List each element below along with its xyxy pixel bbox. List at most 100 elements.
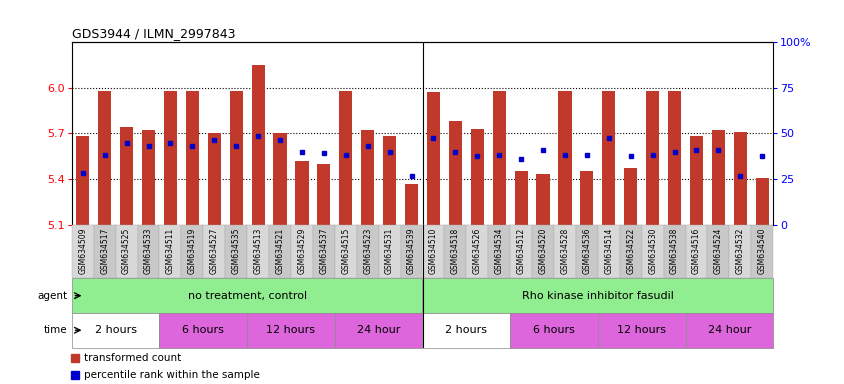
Text: GSM634521: GSM634521 — [275, 227, 284, 273]
Bar — [382, 136, 396, 225]
Bar — [422, 278, 772, 313]
Bar — [750, 225, 772, 278]
Bar — [422, 313, 510, 348]
Text: time: time — [44, 325, 68, 335]
Bar — [755, 177, 768, 225]
Text: GSM634513: GSM634513 — [253, 227, 262, 274]
Bar — [247, 225, 268, 278]
Bar — [312, 225, 334, 278]
Text: GSM634525: GSM634525 — [122, 227, 131, 274]
Text: GSM634528: GSM634528 — [560, 227, 569, 273]
Bar — [230, 91, 242, 225]
Text: GSM634524: GSM634524 — [713, 227, 722, 274]
Text: 24 hour: 24 hour — [356, 325, 400, 335]
Text: GSM634519: GSM634519 — [187, 227, 197, 274]
Bar — [203, 225, 225, 278]
Bar — [668, 91, 680, 225]
Bar — [273, 133, 286, 225]
Text: GSM634515: GSM634515 — [341, 227, 350, 274]
Bar — [554, 225, 576, 278]
Bar — [470, 129, 484, 225]
Text: GSM634511: GSM634511 — [165, 227, 175, 273]
Text: GSM634539: GSM634539 — [407, 227, 415, 274]
Text: GSM634527: GSM634527 — [209, 227, 219, 274]
Bar — [514, 171, 527, 225]
Bar — [598, 225, 619, 278]
Text: GSM634512: GSM634512 — [516, 227, 525, 273]
Bar — [356, 225, 378, 278]
Text: GSM634538: GSM634538 — [669, 227, 679, 274]
Bar — [510, 313, 598, 348]
Text: transformed count: transformed count — [84, 353, 181, 363]
Bar — [138, 225, 160, 278]
Text: GSM634522: GSM634522 — [625, 227, 635, 273]
Bar — [492, 91, 506, 225]
Text: GSM634535: GSM634535 — [231, 227, 241, 274]
Bar — [76, 136, 89, 225]
Text: GSM634536: GSM634536 — [582, 227, 591, 274]
Bar — [160, 313, 247, 348]
Bar — [422, 225, 444, 278]
Bar — [98, 91, 111, 225]
Text: GSM634540: GSM634540 — [757, 227, 766, 274]
Bar — [400, 225, 422, 278]
Bar — [360, 131, 374, 225]
Bar — [684, 225, 706, 278]
Text: GSM634516: GSM634516 — [691, 227, 701, 274]
Bar — [116, 225, 138, 278]
Bar — [706, 225, 728, 278]
Bar — [225, 225, 247, 278]
Bar — [619, 225, 641, 278]
Bar — [711, 131, 724, 225]
Bar — [164, 91, 177, 225]
Text: Rho kinase inhibitor fasudil: Rho kinase inhibitor fasudil — [522, 291, 673, 301]
Bar — [295, 161, 308, 225]
Bar — [733, 132, 746, 225]
Text: GSM634514: GSM634514 — [603, 227, 613, 274]
Bar — [317, 164, 330, 225]
Bar — [334, 225, 356, 278]
Bar — [576, 225, 598, 278]
Bar — [646, 91, 658, 225]
Bar — [378, 225, 400, 278]
Bar — [448, 121, 462, 225]
Text: GSM634530: GSM634530 — [647, 227, 657, 274]
Text: GSM634531: GSM634531 — [385, 227, 393, 274]
Bar — [72, 313, 160, 348]
Bar — [142, 131, 155, 225]
Text: GDS3944 / ILMN_2997843: GDS3944 / ILMN_2997843 — [72, 27, 235, 40]
Bar — [466, 225, 488, 278]
Text: 6 hours: 6 hours — [533, 325, 574, 335]
Bar — [334, 313, 422, 348]
Bar — [290, 225, 312, 278]
Bar — [728, 225, 750, 278]
Bar — [186, 91, 198, 225]
Bar — [72, 225, 94, 278]
Text: GSM634517: GSM634517 — [100, 227, 109, 274]
Text: GSM634518: GSM634518 — [451, 227, 459, 273]
Bar — [641, 225, 663, 278]
Bar — [532, 225, 554, 278]
Text: GSM634532: GSM634532 — [735, 227, 744, 274]
Bar — [488, 225, 510, 278]
Text: GSM634537: GSM634537 — [319, 227, 328, 274]
Text: GSM634529: GSM634529 — [297, 227, 306, 274]
Text: GSM634526: GSM634526 — [473, 227, 481, 274]
Text: 2 hours: 2 hours — [445, 325, 487, 335]
Text: GSM634533: GSM634533 — [143, 227, 153, 274]
Text: GSM634523: GSM634523 — [363, 227, 371, 274]
Bar — [72, 278, 422, 313]
Text: GSM634510: GSM634510 — [429, 227, 437, 274]
Bar — [510, 225, 532, 278]
Text: 12 hours: 12 hours — [616, 325, 665, 335]
Bar — [338, 91, 352, 225]
Bar — [208, 133, 220, 225]
Bar — [624, 169, 636, 225]
Text: 2 hours: 2 hours — [95, 325, 137, 335]
Text: GSM634520: GSM634520 — [538, 227, 547, 274]
Text: no treatment, control: no treatment, control — [187, 291, 306, 301]
Bar — [120, 127, 133, 225]
Bar — [558, 91, 571, 225]
Text: percentile rank within the sample: percentile rank within the sample — [84, 370, 260, 380]
Bar — [426, 93, 440, 225]
